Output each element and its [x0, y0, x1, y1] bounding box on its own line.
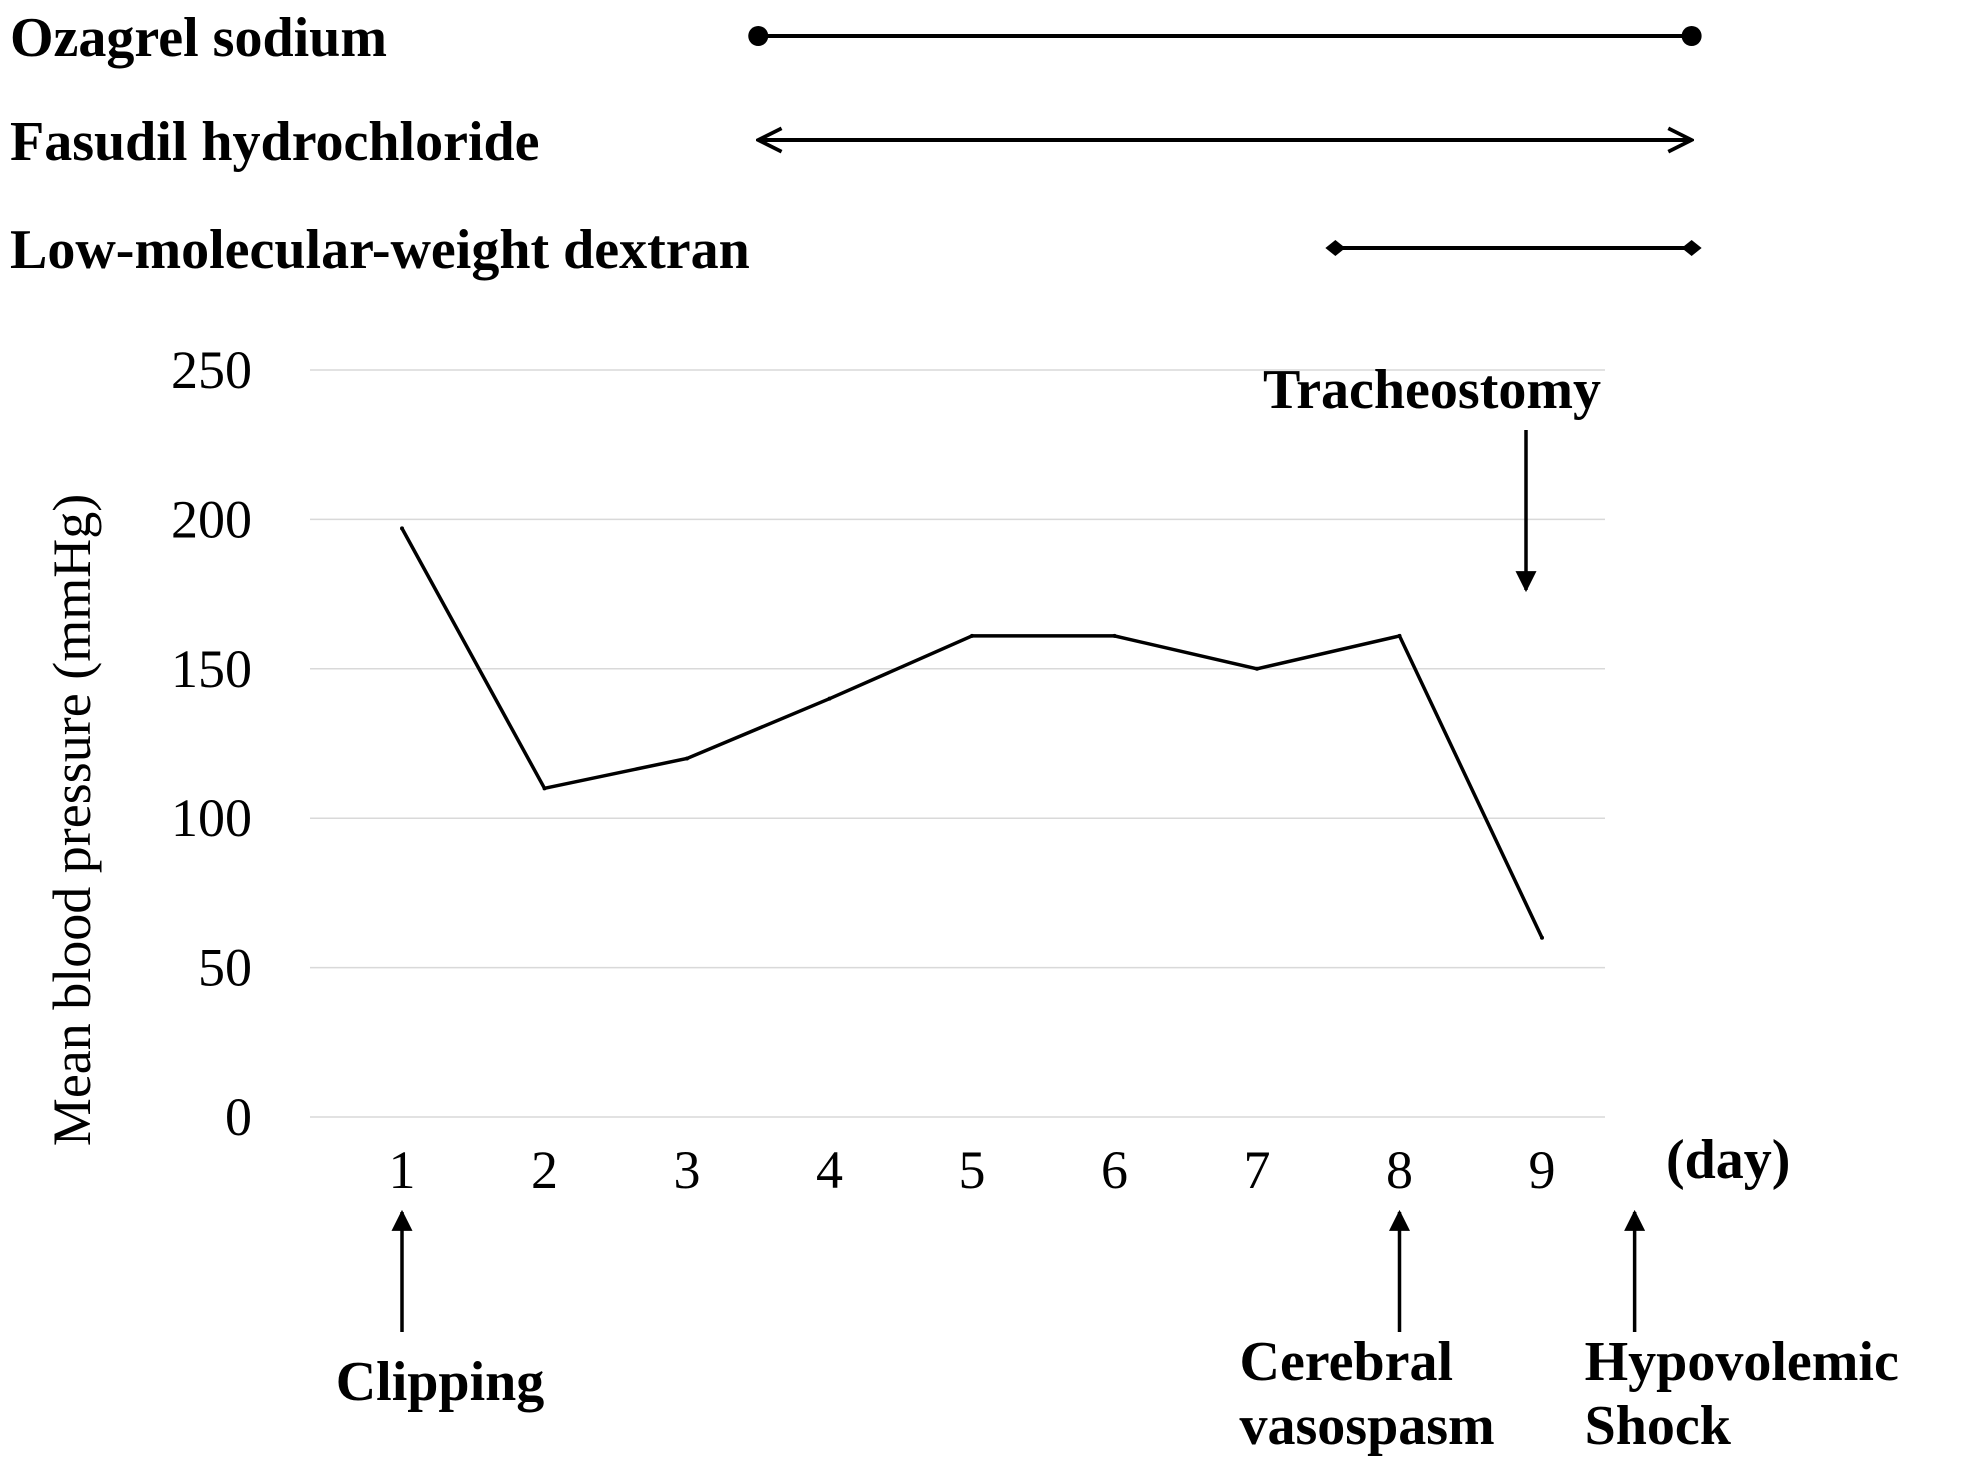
event-label: Hypovolemic Shock — [1585, 1331, 1899, 1457]
event-label-line: Clipping — [336, 1351, 545, 1413]
series-lines — [400, 526, 1544, 940]
event-label: Clipping — [336, 1351, 545, 1413]
series-line — [400, 527, 1544, 939]
treatment-label: Fasudil hydrochloride — [10, 111, 540, 173]
event-label: Cerebral vasospasm — [1240, 1331, 1495, 1457]
event-label-line: vasospasm — [1240, 1395, 1495, 1457]
x-tick-label: 5 — [959, 1140, 986, 1200]
event-label-line: Cerebral — [1240, 1331, 1454, 1393]
treatment-label: Ozagrel sodium — [10, 7, 387, 69]
x-tick-label: 4 — [816, 1140, 843, 1200]
data-point — [827, 696, 832, 701]
data-point — [1255, 666, 1259, 671]
data-point — [542, 786, 547, 791]
data-point — [400, 526, 404, 531]
y-tick-label: 50 — [198, 938, 252, 998]
event-label-line: Hypovolemic — [1585, 1331, 1899, 1393]
y-axis-title: Mean blood pressure (mmHg) — [42, 494, 102, 1146]
y-tick-label: 0 — [225, 1087, 252, 1147]
x-tick-label: 2 — [531, 1140, 558, 1200]
y-tick-label: 100 — [171, 788, 252, 848]
y-axis-ticks: 0 50 100 150 200 250 — [171, 340, 252, 1147]
treatment-endpoint — [1681, 240, 1702, 256]
treatment-timeline: Ozagrel sodium Fasudil hydrochloride Low-m… — [10, 7, 1702, 281]
data-point — [1540, 935, 1544, 940]
treatment-endpoint — [1325, 240, 1346, 256]
treatment-endpoint — [1681, 26, 1702, 46]
x-axis-unit-label: (day) — [1666, 1129, 1790, 1191]
gridlines — [310, 369, 1605, 1118]
event-label: Tracheostomy — [1263, 359, 1601, 421]
x-tick-label: 1 — [389, 1140, 416, 1200]
data-point — [685, 756, 689, 761]
y-tick-label: 150 — [171, 639, 252, 699]
treatment-label: Low-molecular-weight dextran — [10, 219, 750, 281]
y-tick-label: 200 — [171, 489, 252, 549]
x-tick-label: 6 — [1101, 1140, 1128, 1200]
y-tick-label: 250 — [171, 340, 252, 400]
data-point — [970, 633, 974, 638]
data-point — [1397, 633, 1402, 638]
x-tick-label: 9 — [1529, 1140, 1556, 1200]
x-tick-label: 3 — [674, 1140, 701, 1200]
treatment-endpoint — [748, 26, 769, 46]
x-tick-label: 7 — [1244, 1140, 1271, 1200]
x-tick-label: 8 — [1386, 1140, 1413, 1200]
x-axis-ticks: 1 2 3 4 5 6 7 8 9 — [389, 1140, 1556, 1200]
data-point — [1112, 633, 1117, 638]
event-annotations: Clipping Cerebral vasospasm Hypovolemic Shoc… — [336, 359, 1899, 1457]
event-label-line: Shock — [1585, 1395, 1732, 1457]
